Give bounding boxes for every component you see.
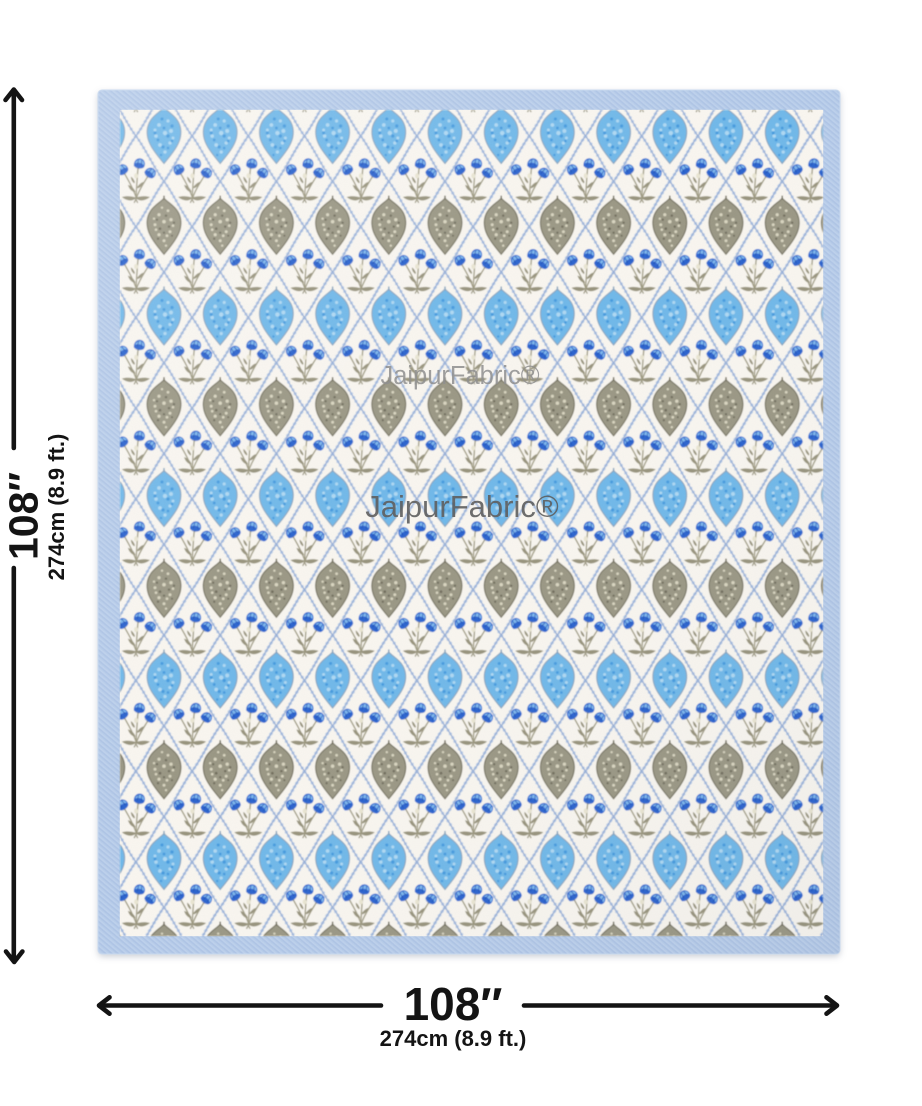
svg-text:JaipurFabric®: JaipurFabric®	[365, 489, 559, 524]
svg-text:JaipurFabric®: JaipurFabric®	[380, 362, 539, 390]
svg-text:274cm (8.9 ft.): 274cm (8.9 ft.)	[380, 1026, 527, 1051]
svg-text:108″: 108″	[404, 978, 503, 1030]
svg-text:108″: 108″	[1, 472, 47, 560]
svg-text:274cm (8.9 ft.): 274cm (8.9 ft.)	[44, 434, 69, 581]
